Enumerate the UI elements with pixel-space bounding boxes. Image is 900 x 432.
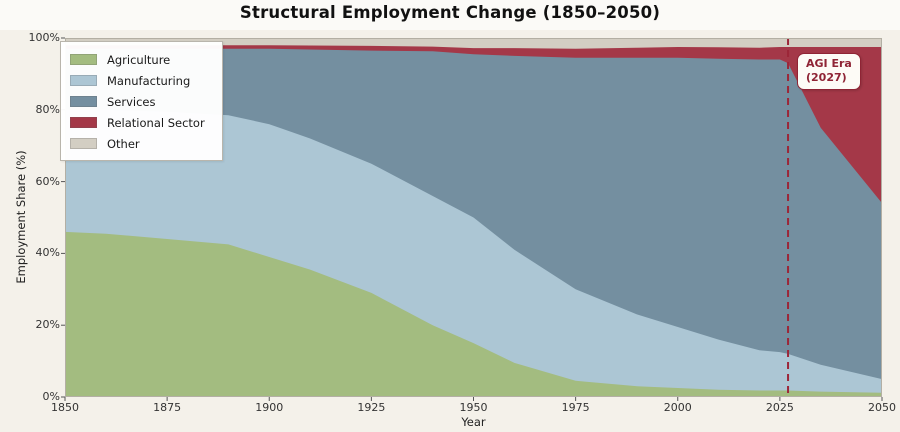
x-tick-1950: 1950: [459, 401, 488, 414]
legend-item-agriculture: Agriculture: [70, 49, 212, 70]
x-tick-2000: 2000: [663, 401, 692, 414]
legend: Agriculture Manufacturing Services Relation…: [60, 41, 223, 161]
title-strip: [0, 0, 900, 30]
x-tick-1925: 1925: [357, 401, 386, 414]
agi-era-line2: (2027): [806, 71, 847, 84]
y-tick-20%: 20%: [35, 318, 60, 332]
y-tick-0%: 0%: [42, 390, 60, 403]
legend-item-manufacturing: Manufacturing: [70, 70, 212, 91]
x-tick-2025: 2025: [765, 401, 794, 414]
agi-era-line1: AGI Era: [806, 57, 852, 70]
legend-label: Agriculture: [107, 52, 171, 67]
legend-item-relational-sector: Relational Sector: [70, 112, 212, 133]
y-tick-60%: 60%: [35, 174, 60, 188]
legend-swatch: [70, 117, 97, 128]
legend-swatch: [70, 96, 97, 107]
legend-swatch: [70, 138, 97, 149]
legend-label: Manufacturing: [107, 73, 191, 88]
legend-label: Services: [107, 94, 156, 109]
x-tick-1850: 1850: [51, 401, 79, 414]
y-tick-40%: 40%: [35, 246, 60, 260]
plot-area: [61, 37, 883, 401]
stacked-area-chart: [61, 37, 883, 401]
y-tick-100%: 100%: [28, 31, 60, 44]
x-tick-2050: 2050: [868, 401, 896, 414]
legend-item-other: Other: [70, 133, 212, 154]
legend-swatch: [70, 75, 97, 86]
agi-era-annotation: AGI Era (2027): [797, 53, 861, 90]
x-tick-1875: 1875: [153, 401, 182, 414]
legend-item-services: Services: [70, 91, 212, 112]
x-tick-1900: 1900: [255, 401, 284, 414]
x-tick-1975: 1975: [561, 401, 590, 414]
y-axis-label: Employment Share (%): [14, 150, 28, 284]
legend-swatch: [70, 54, 97, 65]
plot-frame: [65, 38, 882, 397]
area-agriculture: [65, 231, 882, 397]
y-tick-80%: 80%: [35, 102, 60, 116]
x-axis-label: Year: [461, 415, 486, 429]
chart-title: Structural Employment Change (1850–2050): [239, 3, 661, 22]
legend-label: Other: [107, 136, 140, 151]
legend-label: Relational Sector: [107, 115, 205, 130]
